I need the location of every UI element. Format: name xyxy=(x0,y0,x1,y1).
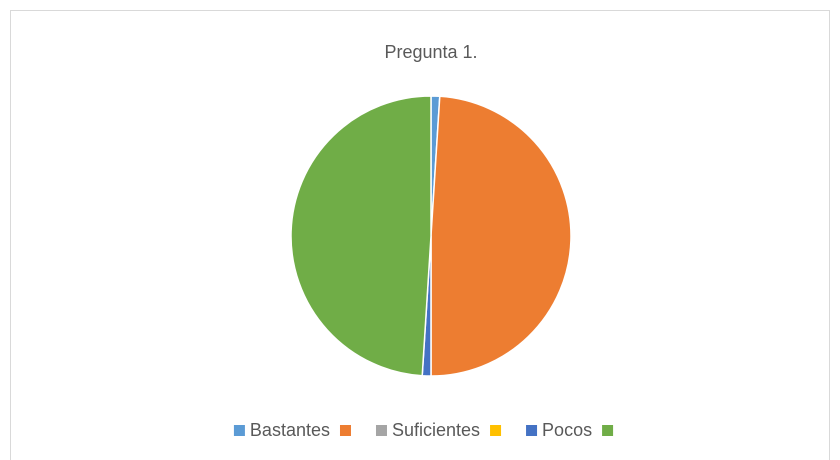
legend-swatch xyxy=(233,425,245,436)
legend-label: Suficientes xyxy=(392,420,480,440)
legend-swatch xyxy=(375,425,387,436)
pie-slice xyxy=(290,95,432,377)
legend-label: Pocos xyxy=(542,420,592,440)
legend-swatch xyxy=(490,425,502,436)
chart-title: Pregunta 1. xyxy=(384,42,477,62)
legend-swatch xyxy=(602,425,614,436)
legend-swatch xyxy=(526,425,538,436)
pie-slice xyxy=(430,95,572,377)
legend-swatch xyxy=(339,425,351,436)
legend-label: Bastantes xyxy=(250,420,330,440)
